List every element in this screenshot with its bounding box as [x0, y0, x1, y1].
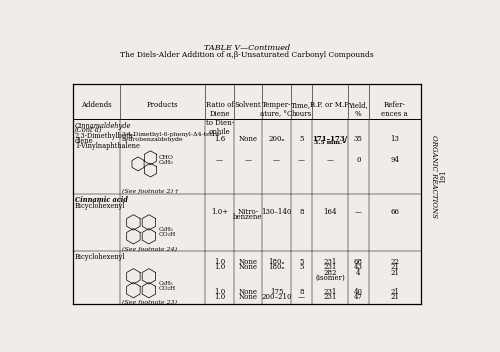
Text: 0: 0 — [356, 156, 360, 164]
Text: Products: Products — [147, 101, 178, 109]
Text: CHO: CHO — [159, 155, 174, 160]
Text: Addends: Addends — [82, 101, 112, 109]
Text: C₆H₅: C₆H₅ — [159, 281, 174, 286]
Text: 1.0: 1.0 — [214, 263, 225, 271]
Text: 1.0+: 1.0+ — [211, 208, 228, 216]
Text: Cinnamaldehyde: Cinnamaldehyde — [75, 121, 132, 130]
Text: 231: 231 — [323, 258, 336, 266]
Text: 66: 66 — [390, 208, 400, 216]
Text: 4: 4 — [356, 269, 360, 277]
Text: Temper-
ature, °C: Temper- ature, °C — [260, 101, 292, 118]
Text: Refer-
ences a: Refer- ences a — [382, 101, 408, 118]
Text: 231: 231 — [323, 293, 336, 301]
Text: TABLE V—Continued: TABLE V—Continued — [204, 44, 290, 52]
Text: —: — — [244, 156, 252, 164]
Text: Bicyclohexenyl: Bicyclohexenyl — [75, 202, 126, 210]
Text: 40: 40 — [354, 288, 363, 296]
Text: (See footnote 24): (See footnote 24) — [122, 246, 177, 252]
Text: 1.6: 1.6 — [214, 135, 225, 143]
Text: Ratio of
Diene
to Dien-
ophile: Ratio of Diene to Dien- ophile — [206, 101, 234, 136]
Text: None: None — [238, 135, 258, 143]
Text: The Diels-Alder Addition of α,β-Unsaturated Carbonyl Compounds: The Diels-Alder Addition of α,β-Unsatura… — [120, 51, 374, 59]
Text: 164: 164 — [323, 208, 336, 216]
Text: 3.5 mm.•: 3.5 mm.• — [314, 140, 346, 145]
Text: 22: 22 — [390, 258, 400, 266]
Text: CO₂H: CO₂H — [159, 232, 176, 238]
Text: C₆H₅: C₆H₅ — [159, 227, 174, 232]
Text: diene: diene — [75, 137, 94, 145]
Text: 231: 231 — [323, 288, 336, 296]
Text: None: None — [238, 258, 258, 266]
Text: Yield,
%: Yield, % — [348, 101, 368, 118]
Text: C₆H₅: C₆H₅ — [159, 160, 174, 165]
Text: —: — — [273, 156, 280, 164]
Text: 94: 94 — [390, 156, 400, 164]
Text: (Cont’d): (Cont’d) — [75, 126, 102, 134]
Text: Time,
hours: Time, hours — [292, 101, 312, 118]
Text: 8: 8 — [299, 208, 304, 216]
Text: 8: 8 — [299, 288, 304, 296]
Text: (See footnote 2) †: (See footnote 2) † — [122, 189, 178, 194]
Text: Cinnamic acid: Cinnamic acid — [75, 196, 128, 204]
Text: —: — — [326, 156, 334, 164]
Text: 5: 5 — [299, 263, 304, 271]
Text: —: — — [298, 293, 305, 301]
Text: (isomer): (isomer) — [315, 274, 345, 282]
Text: 68: 68 — [354, 258, 363, 266]
Text: 2,3-Dimethylbuta-: 2,3-Dimethylbuta- — [75, 132, 136, 140]
Text: benzene: benzene — [233, 213, 262, 221]
Text: None: None — [238, 288, 258, 296]
Text: 13: 13 — [390, 135, 400, 143]
Text: hydrobenzaldehyde: hydrobenzaldehyde — [122, 137, 184, 142]
Text: Solvent: Solvent — [234, 101, 262, 109]
Text: 1.0: 1.0 — [214, 288, 225, 296]
Text: 21: 21 — [390, 263, 400, 271]
Text: 47: 47 — [354, 293, 363, 301]
Text: None: None — [238, 293, 258, 301]
Text: B.P. or M.P.: B.P. or M.P. — [310, 101, 350, 109]
Text: 200ₙ: 200ₙ — [268, 135, 284, 143]
Text: 200–210: 200–210 — [261, 293, 292, 301]
Text: 180ₙ: 180ₙ — [268, 263, 284, 271]
Text: 231: 231 — [323, 263, 336, 271]
Text: 21: 21 — [390, 288, 400, 296]
Text: 171–173/: 171–173/ — [312, 135, 348, 143]
Text: 5: 5 — [299, 258, 304, 266]
Text: 35: 35 — [354, 135, 363, 143]
Text: 175: 175 — [270, 288, 283, 296]
Text: 130–140: 130–140 — [262, 208, 292, 216]
Text: 3,4-Dimethyl-6-phenyl-Δ4-tetra-: 3,4-Dimethyl-6-phenyl-Δ4-tetra- — [122, 132, 222, 137]
Text: —: — — [355, 208, 362, 216]
Text: 282: 282 — [323, 269, 336, 277]
Text: —: — — [298, 156, 305, 164]
Text: (See footnote 23): (See footnote 23) — [122, 300, 177, 306]
Text: 21: 21 — [390, 269, 400, 277]
Text: Bicyclohexenyl: Bicyclohexenyl — [75, 253, 126, 261]
Text: 21: 21 — [390, 293, 400, 301]
Text: 5: 5 — [299, 135, 304, 143]
Text: 1-Vinylnaphthalene: 1-Vinylnaphthalene — [75, 142, 140, 150]
Text: ORGANIC REACTIONS: ORGANIC REACTIONS — [430, 135, 438, 218]
Text: —: — — [216, 156, 223, 164]
Text: CO₂H: CO₂H — [159, 286, 176, 291]
Text: Nitro-: Nitro- — [238, 208, 258, 216]
Text: 1.0: 1.0 — [214, 258, 225, 266]
Text: None: None — [238, 263, 258, 271]
Text: 43: 43 — [354, 263, 363, 271]
Text: 191: 191 — [439, 169, 447, 183]
Text: 180ₙ: 180ₙ — [268, 258, 284, 266]
Text: 1.0: 1.0 — [214, 293, 225, 301]
